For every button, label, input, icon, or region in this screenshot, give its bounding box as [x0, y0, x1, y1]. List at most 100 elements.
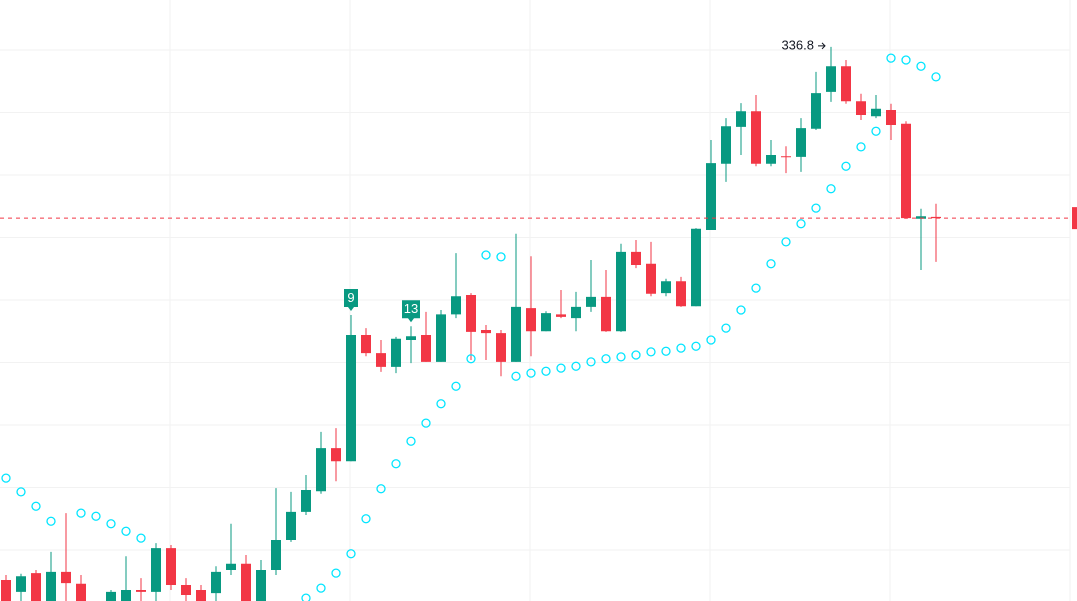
candle-body [871, 108, 881, 117]
signal-marker [402, 300, 420, 323]
signal-label: 13 [404, 301, 418, 316]
candle-body [136, 590, 146, 592]
sar-dot [931, 72, 941, 82]
sar-dot [1, 473, 11, 483]
candle-body [151, 548, 161, 592]
sar-dot [781, 237, 791, 247]
candle-body [346, 335, 356, 462]
sar-dot [736, 305, 746, 315]
candle-body [241, 563, 251, 601]
candle-body [16, 576, 26, 592]
candle-body [601, 296, 611, 332]
sar-dot [451, 381, 461, 391]
sar-dot [646, 347, 656, 357]
candle-body [556, 314, 566, 317]
sar-dot [841, 161, 851, 171]
sar-dot [76, 508, 86, 518]
candle-body [856, 101, 866, 115]
sar-dot [496, 252, 506, 262]
candle-body [46, 571, 56, 601]
candle-body [451, 296, 461, 315]
candle-body [736, 111, 746, 127]
sar-dot [301, 593, 311, 601]
candle-body [541, 313, 551, 332]
sar-dot [31, 501, 41, 511]
candle-body [586, 296, 596, 307]
sar-dot [106, 519, 116, 529]
candle-body [511, 306, 521, 362]
sar-dot [676, 343, 686, 353]
sar-dot [886, 53, 896, 63]
sar-dot [796, 219, 806, 229]
sar-dot [316, 583, 326, 593]
candle-body [631, 251, 641, 265]
candle-body [166, 548, 176, 585]
candle-body [286, 511, 296, 540]
candle-body [886, 110, 896, 125]
sar-dot [586, 357, 596, 367]
candle-body [76, 583, 86, 601]
candle-body [301, 490, 311, 512]
sar-dot [346, 549, 356, 559]
sar-dot [571, 361, 581, 371]
sar-dot [691, 341, 701, 351]
last-price-tag [1072, 207, 1077, 230]
candle-body [526, 308, 536, 332]
candle-body [391, 338, 401, 367]
candle-body [646, 263, 656, 294]
sar-dot [661, 346, 671, 356]
sar-dot [481, 250, 491, 260]
candle-body [931, 216, 941, 219]
candle-body [916, 216, 926, 219]
sar-dot [856, 142, 866, 152]
sar-dot [466, 354, 476, 364]
sar-dot [811, 203, 821, 213]
candle-body [751, 111, 761, 164]
candle-body [811, 93, 821, 129]
sar-dot [391, 459, 401, 469]
sar-dot [136, 533, 146, 543]
candle-body [181, 585, 191, 595]
sar-dot [511, 371, 521, 381]
candle-body [436, 314, 446, 362]
candle-body [1, 580, 11, 601]
sar-dot [121, 526, 131, 536]
sar-dot [91, 511, 101, 521]
signal-label: 9 [347, 290, 354, 305]
candle-body [406, 336, 416, 340]
candle-body [106, 591, 116, 601]
candle-body [421, 335, 431, 362]
candle-body [721, 126, 731, 164]
candle-body [121, 590, 131, 601]
sar-dot [331, 568, 341, 578]
candle-body [661, 281, 671, 294]
candle-body [691, 228, 701, 307]
sar-dot [406, 436, 416, 446]
candle-body [316, 448, 326, 492]
sar-dot [556, 363, 566, 373]
candle-body [796, 128, 806, 157]
candle-body [676, 281, 686, 307]
sar-dot [706, 335, 716, 345]
candle-body [571, 306, 581, 319]
max-label: 336.8 [781, 37, 814, 52]
candle-body [901, 123, 911, 219]
sar-dot [376, 484, 386, 494]
candle-body [226, 563, 236, 570]
sar-dot [46, 516, 56, 526]
candle-body [211, 571, 221, 594]
candle-body [271, 540, 281, 570]
sar-dot [526, 368, 536, 378]
candle-body [766, 155, 776, 164]
candle-body [331, 448, 341, 462]
sar-dot [601, 354, 611, 364]
sar-dot [631, 350, 641, 360]
sar-dot [766, 259, 776, 269]
candle-body [481, 330, 491, 334]
candle-body [706, 163, 716, 230]
sar-dot [541, 366, 551, 376]
candle-body [466, 295, 476, 332]
sar-dot [361, 514, 371, 524]
candle-body [31, 573, 41, 601]
